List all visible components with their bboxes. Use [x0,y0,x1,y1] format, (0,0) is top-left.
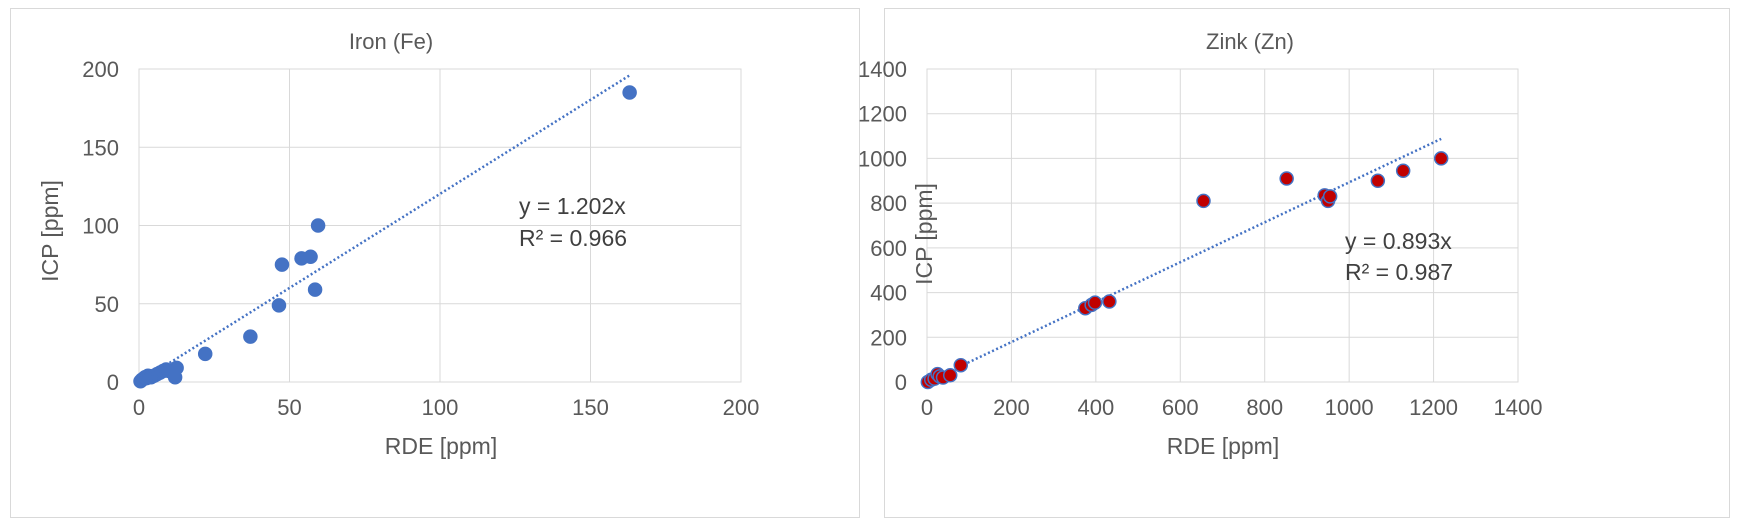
data-point [307,282,323,297]
x-tick-label: 400 [1077,395,1114,420]
y-tick-label: 1400 [858,57,907,82]
data-point [942,368,958,383]
data-point [243,329,258,344]
y-tick-label: 400 [870,281,907,306]
data-point [1322,189,1338,204]
chart-title: Iron (Fe) [349,29,433,54]
chart-panel-zink: Zink (Zn) 0 200 400 600 800 1000 1200 1400 0 200… [858,8,1730,518]
x-tick-label: 100 [422,395,459,420]
y-tick-label: 100 [82,214,119,239]
data-point [1370,173,1386,189]
data-point [169,360,184,376]
y-tick-label: 1000 [858,146,907,171]
y-tick-label: 1200 [858,102,907,127]
y-tick-label: 600 [870,236,907,261]
data-points [920,151,1449,390]
y-tick-label: 50 [95,292,119,317]
x-tick-label: 50 [277,395,301,420]
data-point [274,257,290,272]
x-tick-labels: 0 50 100 150 200 [133,395,759,420]
x-tick-label: 1200 [1409,395,1458,420]
data-point [1102,294,1117,309]
x-tick-label: 0 [921,395,933,420]
trend-equation: y = 0.893x [1345,228,1452,254]
data-point [622,85,637,100]
y-tick-label: 0 [895,370,907,395]
y-axis-title: ICP [ppm] [37,180,63,282]
x-tick-label: 1000 [1325,395,1374,420]
trend-r-squared: R² = 0.987 [1345,259,1453,285]
x-tick-label: 150 [572,395,609,420]
data-point [1433,151,1449,166]
gridlines [138,68,742,383]
data-point [310,218,326,233]
x-tick-label: 200 [723,395,760,420]
chart-iron: Iron (Fe) 0 50 100 150 200 0 50 100 150 200 RDE … [37,29,759,459]
trendline-group [138,74,631,384]
plot-area-border [926,68,1519,383]
chart-title: Zink (Zn) [1206,29,1294,54]
y-tick-labels: 0 50 100 150 200 [82,57,119,395]
data-point [197,346,213,362]
chart-zink: Zink (Zn) 0 200 400 600 800 1000 1200 1400 0 200… [858,29,1543,459]
data-point [303,249,318,265]
x-tick-label: 800 [1246,395,1283,420]
x-axis-title: RDE [ppm] [1167,433,1279,459]
data-point [1395,163,1411,178]
y-tick-label: 200 [870,325,907,350]
y-tick-label: 200 [82,57,119,82]
x-tick-labels: 0 200 400 600 800 1000 1200 1400 [921,395,1543,420]
y-tick-label: 0 [107,370,119,395]
trendline [926,137,1442,384]
data-point [1196,193,1211,209]
data-point [271,298,287,313]
chart-panel-iron: Iron (Fe) 0 50 100 150 200 0 50 100 150 200 RDE … [10,8,860,518]
gridlines [926,68,1519,383]
x-axis-title: RDE [ppm] [385,433,497,459]
y-tick-label: 800 [870,191,907,216]
data-point [1087,295,1103,310]
y-axis-title: ICP [ppm] [911,183,937,285]
x-tick-label: 200 [993,395,1030,420]
y-tick-label: 150 [82,135,119,160]
trendline-group [926,137,1442,384]
y-tick-labels: 0 200 400 600 800 1000 1200 1400 [858,57,907,395]
trend-r-squared: R² = 0.966 [519,225,627,251]
data-point [1279,171,1294,186]
data-point [953,357,969,373]
x-tick-label: 1400 [1494,395,1543,420]
trend-equation: y = 1.202x [519,193,626,219]
x-tick-label: 0 [133,395,145,420]
data-points [133,85,637,389]
trendline [138,74,631,384]
x-tick-label: 600 [1162,395,1199,420]
